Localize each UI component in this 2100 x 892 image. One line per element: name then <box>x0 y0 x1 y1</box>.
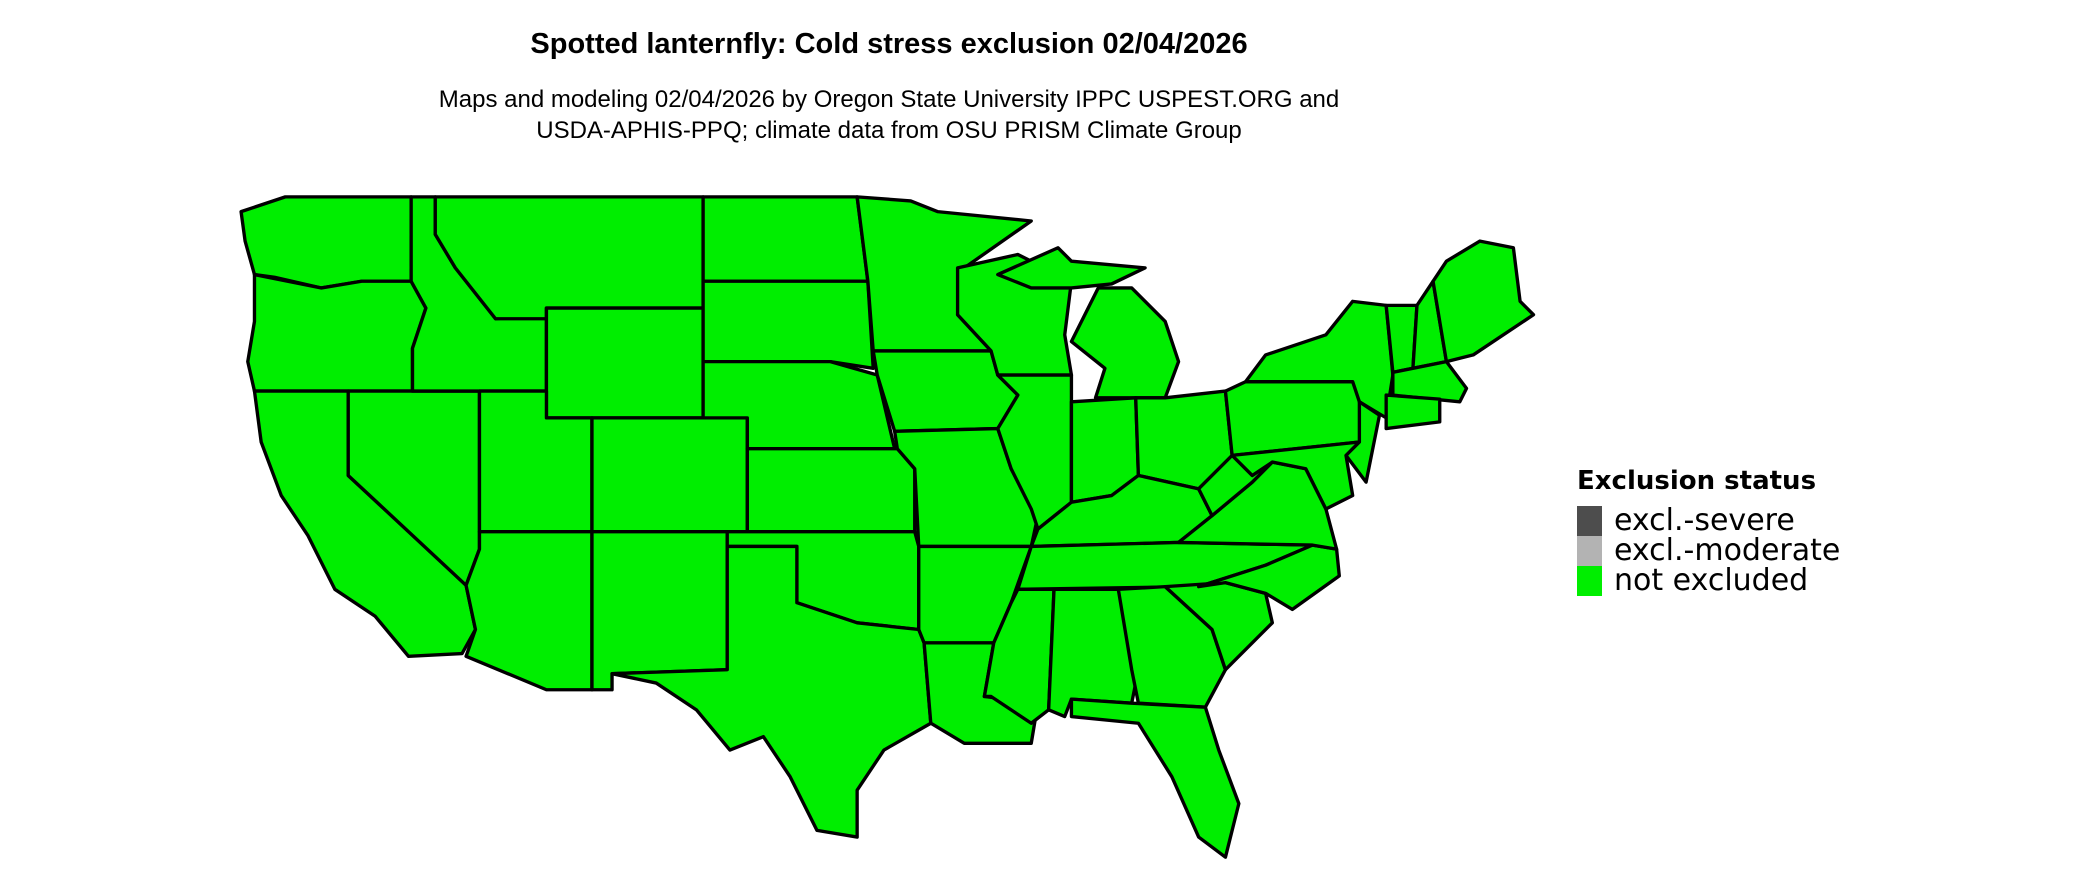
state-ct <box>1384 393 1442 431</box>
state-nj <box>1344 400 1382 484</box>
state-nc <box>1196 543 1341 612</box>
legend: Exclusion status excl.-severe excl.-mode… <box>1577 466 1840 596</box>
legend-title: Exclusion status <box>1577 466 1817 496</box>
legend-item-moderate: excl.-moderate <box>1577 536 1840 566</box>
state-miu <box>996 246 1147 290</box>
state-md <box>1230 440 1362 511</box>
state-sd <box>701 279 875 370</box>
state-az <box>464 530 594 692</box>
subtitle-line-2: USDA-APHIS-PPQ; climate data from OSU PR… <box>536 117 1242 144</box>
state-fl <box>1069 697 1241 859</box>
state-co <box>590 416 749 534</box>
map-title: Spotted lanternfly: Cold stress exclusio… <box>530 28 1248 60</box>
state-ma <box>1391 359 1469 404</box>
legend-swatch-not-excluded <box>1577 566 1602 596</box>
state-me <box>1431 239 1536 364</box>
state-tx <box>610 544 933 839</box>
state-wa <box>239 195 413 290</box>
state-wy <box>544 306 705 420</box>
legend-label: excl.-severe <box>1614 503 1795 538</box>
legend-label: excl.-moderate <box>1614 533 1841 568</box>
legend-item-severe: excl.-severe <box>1577 506 1840 536</box>
state-ks <box>745 447 917 534</box>
state-nd <box>701 195 870 283</box>
subtitle-line-1: Maps and modeling 02/04/2026 by Oregon S… <box>438 86 1340 113</box>
legend-swatch-moderate <box>1577 536 1602 566</box>
state-or <box>246 272 428 393</box>
legend-label: not excluded <box>1614 563 1809 598</box>
legend-swatch-severe <box>1577 506 1602 536</box>
legend-item-not-excluded: not excluded <box>1577 566 1840 596</box>
state-mil <box>1069 286 1181 400</box>
state-nm <box>590 530 729 692</box>
